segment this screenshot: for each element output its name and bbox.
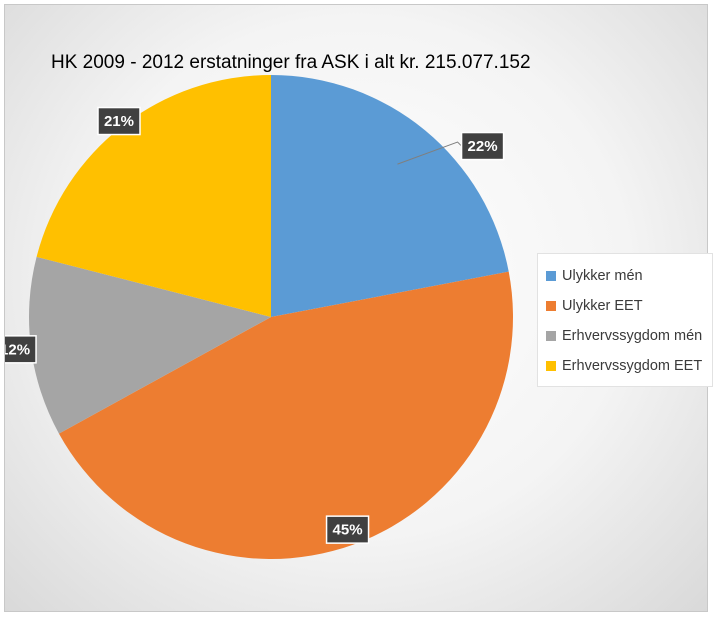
legend-item-ulykker-eet: Ulykker EET (546, 291, 712, 321)
legend-label: Erhvervssygdom EET (562, 358, 703, 374)
pie-slice-erhvervssygdom-eet (36, 75, 271, 317)
legend-label: Erhvervssygdom mén (562, 328, 703, 344)
chart-area: HK 2009 - 2012 erstatninger fra ASK i al… (4, 4, 713, 612)
data-label-erhvervssygdom-eet: 21% (97, 106, 141, 136)
data-label-box (460, 131, 505, 161)
legend-swatch (546, 301, 556, 311)
legend-swatch (546, 271, 556, 281)
legend-swatch (546, 361, 556, 371)
data-label-erhvervssygdom-men: 12% (5, 335, 37, 364)
pie-chart: 22% 45% 12% 21% (5, 75, 514, 559)
data-label-text: 12% (5, 341, 30, 358)
legend-label: Ulykker EET (562, 298, 643, 314)
data-label-text: 45% (333, 522, 363, 539)
data-label-text: 22% (468, 138, 498, 155)
legend-item-erhvervssygdom-eet: Erhvervssygdom EET (546, 351, 712, 381)
data-label-ulykker-eet: 45% (325, 515, 370, 544)
data-label-ulykker-men: 22% (460, 131, 505, 161)
legend-swatch (546, 331, 556, 341)
pie-slice-erhvervssygdom-men (29, 256, 272, 434)
chart-title: HK 2009 - 2012 erstatninger fra ASK i al… (51, 52, 531, 73)
pie-slice-ulykker-men (271, 75, 509, 317)
legend-item-ulykker-men: Ulykker mén (546, 261, 712, 291)
data-label-box (5, 335, 37, 364)
data-label-box (97, 106, 141, 136)
data-label-box (325, 515, 370, 544)
legend-item-erhvervssygdom-men: Erhvervssygdom mén (546, 321, 712, 351)
data-label-text: 21% (104, 113, 134, 130)
leader-line (397, 141, 462, 165)
legend: Ulykker mén Ulykker EET Erhvervssygdom m… (537, 253, 713, 387)
pie-slice-ulykker-eet (58, 271, 514, 559)
legend-label: Ulykker mén (562, 268, 643, 284)
